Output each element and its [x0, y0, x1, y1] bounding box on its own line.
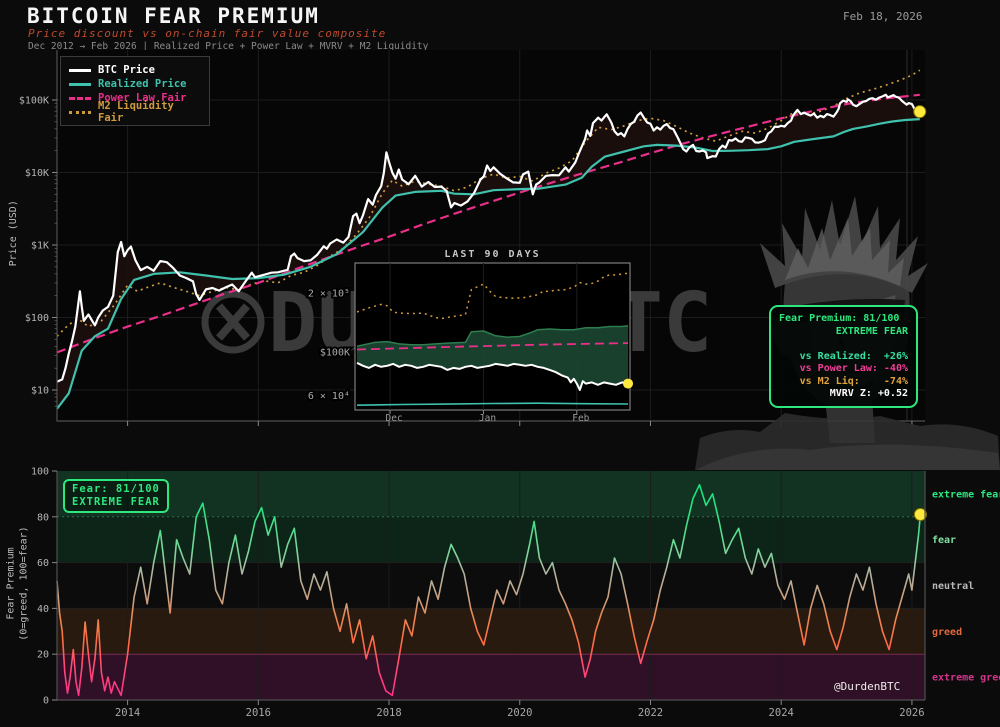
fear-ytick-label: 0: [43, 696, 49, 707]
inset-ytick-label: 6 × 10⁴: [308, 391, 350, 402]
year-tick-label: 2026: [899, 707, 924, 719]
fear-ytick-label: 20: [37, 650, 49, 661]
year-tick-label: 2024: [769, 707, 794, 719]
page-subtitle: Price discount vs on-chain fair value co…: [28, 27, 387, 40]
legend-item-power-law-fair: Power Law Fair: [69, 91, 201, 105]
fear-ytick-label: 60: [37, 558, 49, 569]
inset-ytick-label: 2 × 10⁵: [308, 288, 350, 299]
price-axis-ticks: $100K $10K $1K $100 $10: [19, 96, 913, 426]
price-tick-label: $10K: [25, 168, 49, 179]
series-power-law-fair: [56, 93, 920, 354]
legend-label: Realized Price: [98, 78, 187, 90]
report-date: Feb 18, 2026: [843, 10, 923, 23]
zone-band-extreme-greed: [57, 654, 925, 700]
price-tick-label: $10: [31, 386, 49, 397]
fear-premium-chart: 0 20 40 60 80 100 2014 2016 2018 2020 2022 2024 2026…: [31, 467, 1000, 720]
stats-line: Fear Premium: 81/100: [779, 313, 900, 324]
stats-line: MVRV Z: +0.52: [829, 388, 908, 399]
price-tick-label: $100: [25, 313, 49, 324]
series-m2-liquidity-fair: [56, 69, 921, 337]
price-tick-label: $1K: [31, 241, 49, 252]
legend: BTC Price Realized Price Power Law Fair M2 …: [60, 56, 210, 126]
legend-line-sample: [69, 82, 91, 86]
inset-series-power-law-fair: [356, 342, 629, 351]
inset-xtick-label: Jan: [479, 413, 496, 423]
stats-line: vs Realized: +26%: [799, 350, 908, 362]
inset-xtick-label: Feb: [572, 413, 589, 423]
zone-label-extreme-greed: extreme greed: [932, 673, 1000, 684]
fear-label: EXTREME FEAR: [72, 496, 160, 508]
series-btc-price: [56, 93, 921, 383]
legend-label: Power Law Fair: [98, 92, 187, 104]
inset-series-realized-price: [356, 402, 629, 406]
zone-label-extreme-fear: extreme fear: [932, 489, 1000, 500]
page-title: BITCOIN FEAR PREMIUM: [27, 4, 320, 28]
year-tick-label: 2020: [507, 707, 532, 719]
legend-item-realized-price: Realized Price: [69, 77, 201, 91]
fear-premium-line: [56, 483, 922, 697]
inset-current-dot: [623, 378, 633, 389]
current-fear-box: Fear: 81/100 EXTREME FEAR: [63, 479, 169, 513]
fear-ytick-label: 100: [31, 467, 49, 478]
legend-item-m2-liquidity-fair: M2 Liquidity Fair: [69, 100, 201, 124]
stats-line: vs Power Law: -40%: [799, 363, 908, 374]
date-range-note: Dec 2012 → Feb 2026 | Realized Price + P…: [28, 41, 429, 52]
author-handle: @DurdenBTC: [834, 680, 901, 693]
zone-band-neutral: [57, 562, 925, 609]
zone-band-extreme-fear: [57, 471, 925, 517]
legend-label: BTC Price: [98, 64, 155, 76]
stats-line: EXTREME FEAR: [835, 325, 908, 337]
zone-label-greed: greed: [932, 627, 962, 638]
fear-ytick-label: 40: [37, 604, 49, 615]
legend-label: M2 Liquidity Fair: [98, 100, 174, 124]
inset-ytick-label: $100K: [320, 348, 350, 359]
current-fear-dot: [913, 508, 927, 522]
series-realized-price: [56, 118, 920, 410]
year-tick-label: 2016: [246, 707, 271, 719]
inset-xtick-label: Dec: [386, 413, 403, 423]
premium-fill: [57, 94, 920, 409]
fear-ytick-label: 80: [37, 512, 49, 523]
price-tick-label: $100K: [19, 96, 49, 107]
inset-series-composite-fair-discount-zone-top-: [356, 325, 629, 347]
fear-axis-title: Fear Premium (0=greed, 100=fear): [5, 526, 30, 641]
zone-band-fear: [57, 516, 925, 563]
legend-line-sample: [69, 68, 91, 72]
fear-premium-stats-box: Fear Premium: 81/100 EXTREME FEAR vs Real…: [769, 305, 918, 408]
year-tick-label: 2022: [638, 707, 663, 719]
last-90-days-inset-chart: 2 × 10⁵ $100K 6 × 10⁴ Dec Jan Feb: [306, 262, 633, 423]
price-axes-spines: [56, 50, 925, 422]
legend-line-sample: [69, 110, 91, 114]
legend-item-btc-price: BTC Price: [69, 63, 201, 77]
inset-series-btc-price: [356, 361, 629, 391]
year-tick-label: 2014: [115, 707, 140, 719]
stats-line: [779, 338, 908, 351]
inset-title: LAST 90 DAYS: [444, 249, 541, 260]
zone-label-neutral: neutral: [932, 581, 974, 592]
fear-axis-ticks: 0 20 40 60 80 100 2014 2016 2018 2020 2022 2024 2026: [31, 467, 925, 720]
year-tick-label: 2018: [376, 707, 401, 719]
legend-line-sample: [69, 96, 91, 100]
inset-series-m2-liquidity-fair: [356, 272, 629, 320]
zone-label-fear: fear: [932, 535, 956, 546]
fear-score: Fear: 81/100: [72, 483, 160, 495]
price-axis-title: Price (USD): [7, 200, 19, 267]
stats-line: vs M2 Liq: -74%: [799, 375, 908, 387]
current-price-dot: [913, 105, 927, 119]
